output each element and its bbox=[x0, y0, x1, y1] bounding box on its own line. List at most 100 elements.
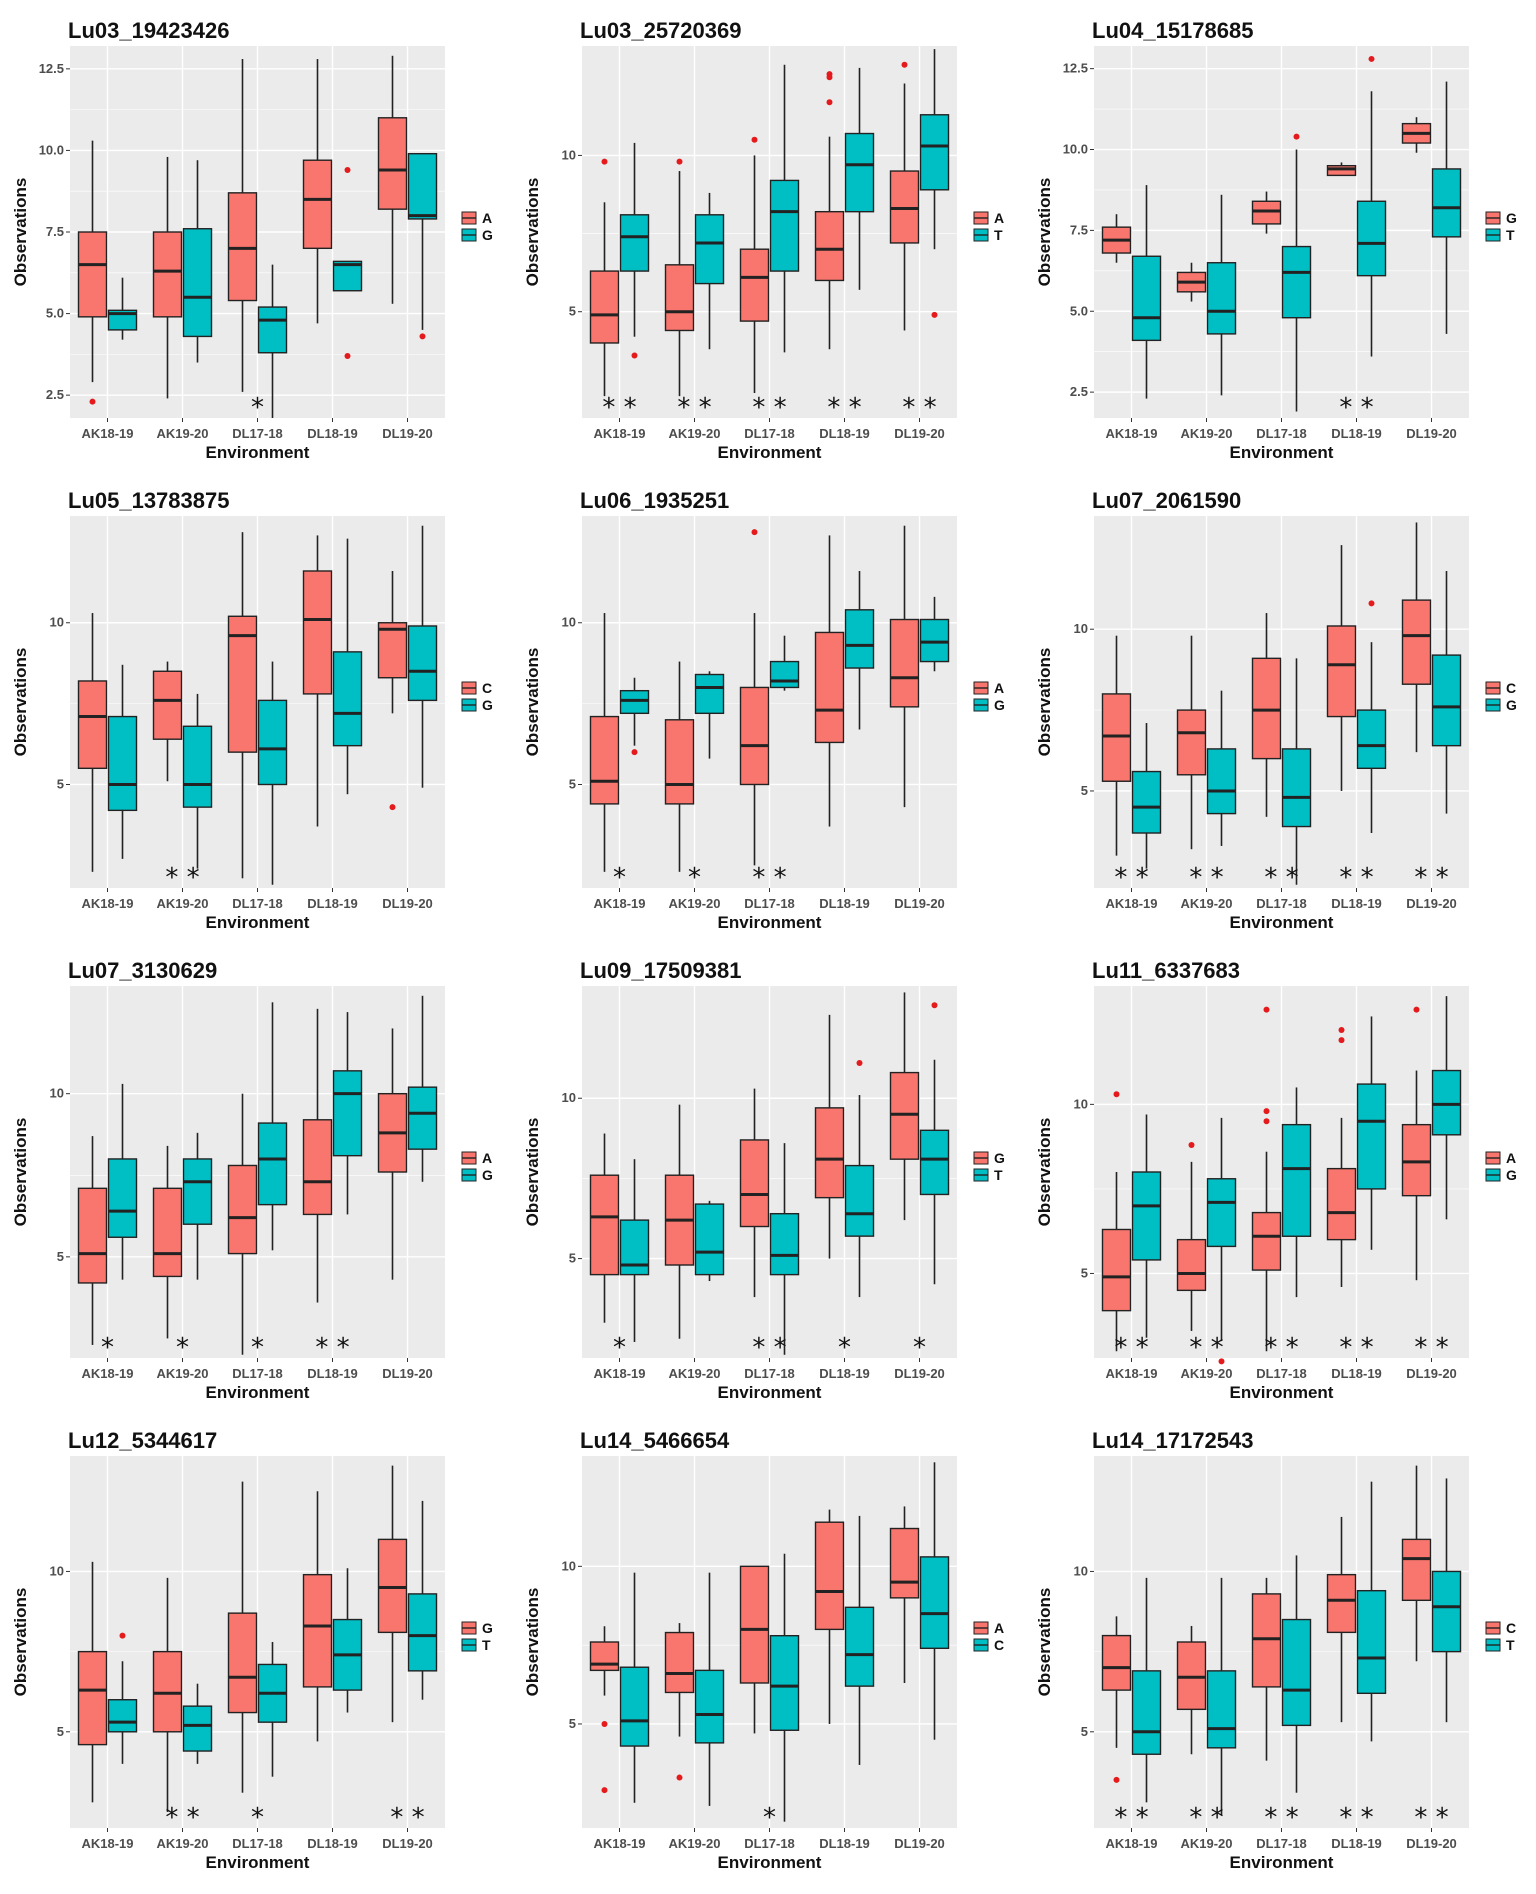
box-body bbox=[814, 210, 845, 282]
box-G-DL19-20 bbox=[377, 1465, 408, 1723]
y-tick-label: 2.5 bbox=[46, 387, 64, 402]
box-A-DL19-20 bbox=[889, 61, 920, 331]
legend-item-A: A bbox=[973, 210, 1004, 226]
x-tick-label: AK19-20 bbox=[1180, 1366, 1232, 1381]
box-C-DL19-20 bbox=[1401, 1465, 1432, 1662]
outlier-point bbox=[344, 167, 351, 173]
box-body bbox=[1281, 1618, 1312, 1727]
x-tick-label: DL19-20 bbox=[894, 896, 945, 911]
box-body bbox=[152, 1187, 183, 1278]
legend-label: G bbox=[482, 697, 493, 713]
legend-item-A: A bbox=[1485, 1150, 1516, 1166]
box-T-DL17-18 bbox=[769, 1143, 800, 1355]
legend-item-C: C bbox=[461, 680, 492, 696]
y-tick-label: 5 bbox=[569, 1716, 576, 1731]
chart-panel: * * * * * 5 10 AK18-19 AK19-20 DL17-18 DL18-19 DL1… bbox=[0, 940, 512, 1410]
y-axis-label: Observations bbox=[523, 1588, 542, 1697]
box-A-DL18-19 bbox=[814, 535, 845, 827]
panel-title: Lu03_19423426 bbox=[68, 18, 229, 43]
box-G-DL17-18 bbox=[739, 1088, 770, 1298]
box-body bbox=[377, 622, 408, 679]
box-A-AK18-19 bbox=[589, 1626, 620, 1794]
significance-mark: * bbox=[763, 1803, 776, 1833]
box-G-DL19-20 bbox=[1431, 570, 1462, 814]
significance-mark: * bbox=[913, 1333, 926, 1363]
x-tick-label: DL17-18 bbox=[232, 426, 283, 441]
x-tick-label: DL19-20 bbox=[1406, 1836, 1457, 1851]
box-T-AK18-19 bbox=[1131, 1577, 1162, 1803]
chart-panel: * 2.5 5.0 7.5 10.0 12.5 AK18-19 AK19-20 DL17-18 D… bbox=[0, 0, 512, 470]
box-T-DL18-19 bbox=[844, 67, 875, 290]
box-G-AK18-19 bbox=[619, 677, 650, 756]
box-body bbox=[302, 159, 333, 250]
box-A-AK18-19 bbox=[589, 158, 620, 397]
x-tick-label: AK18-19 bbox=[81, 896, 133, 911]
box-body bbox=[889, 1527, 920, 1599]
box-body bbox=[1131, 1171, 1162, 1261]
y-axis-label: Observations bbox=[11, 648, 30, 757]
box-body bbox=[152, 1650, 183, 1733]
box-T-AK19-20 bbox=[694, 192, 725, 350]
box-body bbox=[77, 1650, 108, 1746]
legend-label: G bbox=[1506, 697, 1517, 713]
x-axis-label: Environment bbox=[1230, 913, 1334, 932]
x-tick-label: AK18-19 bbox=[593, 896, 645, 911]
legend-item-T: T bbox=[1485, 227, 1515, 243]
legend-item-G: G bbox=[461, 1620, 493, 1636]
box-A-DL18-19 bbox=[814, 71, 845, 350]
box-body bbox=[1206, 1178, 1237, 1248]
box-body bbox=[694, 673, 725, 715]
significance-mark: * bbox=[838, 1333, 851, 1363]
box-A-DL17-18 bbox=[227, 1093, 258, 1355]
legend-label: C bbox=[482, 680, 492, 696]
y-axis-label: Observations bbox=[523, 1118, 542, 1227]
box-C-AK19-20 bbox=[694, 1572, 725, 1806]
box-body bbox=[77, 1187, 108, 1284]
box-A-DL19-20 bbox=[889, 1506, 920, 1683]
legend-item-G: G bbox=[1485, 1167, 1517, 1183]
box-T-DL19-20 bbox=[1431, 1478, 1462, 1723]
panel-title: Lu14_17172543 bbox=[1092, 1428, 1253, 1453]
box-A-AK19-20 bbox=[152, 156, 183, 399]
y-tick-label: 10 bbox=[50, 1563, 64, 1578]
y-tick-label: 5.0 bbox=[1070, 303, 1088, 318]
x-tick-label: AK19-20 bbox=[668, 1836, 720, 1851]
box-body bbox=[302, 570, 333, 695]
box-T-AK19-20 bbox=[694, 1200, 725, 1282]
x-tick-label: DL19-20 bbox=[1406, 896, 1457, 911]
box-body bbox=[1431, 1069, 1462, 1136]
box-A-AK18-19 bbox=[589, 613, 620, 872]
box-A-AK19-20 bbox=[664, 1623, 695, 1781]
outlier-point bbox=[826, 74, 833, 81]
box-G-DL19-20 bbox=[407, 152, 438, 340]
box-T-DL17-18 bbox=[1281, 133, 1312, 412]
box-body bbox=[302, 1573, 333, 1688]
legend-label: G bbox=[482, 227, 493, 243]
chart-panel: * * 2.5 5.0 7.5 10.0 12.5 AK18-19 AK19-20 DL17-1… bbox=[1024, 0, 1536, 470]
y-tick-label: 12.5 bbox=[1063, 61, 1088, 76]
box-body bbox=[1206, 748, 1237, 815]
box-body bbox=[182, 1705, 213, 1752]
box-body bbox=[407, 152, 438, 220]
legend-item-T: T bbox=[973, 1167, 1003, 1183]
box-G-DL18-19 bbox=[302, 1491, 333, 1742]
box-body bbox=[769, 179, 800, 272]
box-G-AK18-19 bbox=[1101, 214, 1132, 263]
y-tick-label: 10 bbox=[1074, 1096, 1088, 1111]
box-body bbox=[1356, 1083, 1387, 1190]
x-tick-label: AK18-19 bbox=[1105, 1366, 1157, 1381]
legend-label: G bbox=[994, 1150, 1005, 1166]
legend-item-G: G bbox=[461, 1167, 493, 1183]
panel-title: Lu07_3130629 bbox=[68, 958, 217, 983]
x-tick-label: DL17-18 bbox=[744, 1836, 795, 1851]
box-A-DL17-18 bbox=[227, 59, 258, 392]
box-body bbox=[377, 1538, 408, 1634]
box-G-DL18-19 bbox=[1356, 1016, 1387, 1250]
x-tick-label: AK19-20 bbox=[1180, 426, 1232, 441]
